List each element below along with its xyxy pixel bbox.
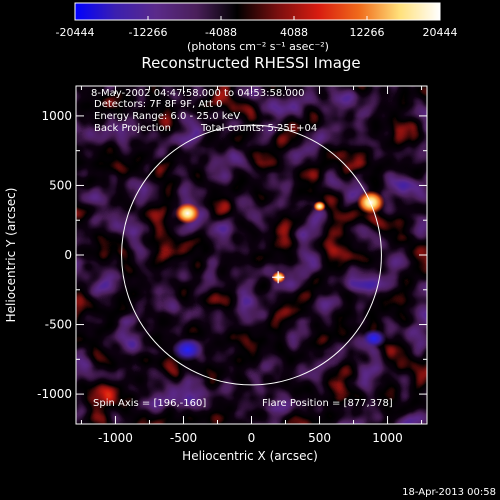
colorbar-tick-label: 4088: [280, 26, 308, 39]
colorbar-tick-label: -12266: [129, 26, 168, 39]
y-tick-label: 500: [49, 178, 72, 192]
colorbar-tick-label: -4088: [205, 26, 237, 39]
dark-source: [361, 328, 387, 349]
colorbar-tick-label: 20444: [423, 26, 458, 39]
bright-source: [174, 202, 201, 224]
colorbar-ticks: -20444 -12266 -4088 4088 12266 20444: [56, 16, 458, 39]
colorbar-tick-label: 12266: [349, 26, 384, 39]
colorbar-scale: [74, 2, 441, 21]
solar-limb-circle: [121, 124, 382, 386]
x-axis-ticks: -1000 -500 0 500 1000: [80, 86, 423, 445]
dark-source: [171, 337, 204, 362]
info-energy-range: Energy Range: 6.0 - 25.0 keV: [94, 111, 240, 122]
x-tick-label: -500: [170, 431, 197, 445]
x-tick-label: 0: [248, 431, 256, 445]
spin-axis-marker: [272, 271, 285, 284]
info-time-range: 8-May-2002 04:47:58.000 to 04:53:58.000: [91, 88, 304, 99]
info-block: 8-May-2002 04:47:58.000 to 04:53:58.000 …: [91, 88, 393, 409]
heatmap-background: [76, 86, 427, 424]
x-tick-label: -1000: [98, 431, 133, 445]
info-total-counts: Total counts: 5.25E+04: [200, 123, 317, 134]
info-spin-axis: Spin Axis = [196,-160]: [93, 398, 206, 409]
bright-source: [313, 200, 326, 212]
x-tick-label: 1000: [372, 431, 403, 445]
info-method: Back Projection: [94, 123, 171, 134]
colorbar-unit-label: (photons cm⁻² s⁻¹ asec⁻²): [187, 40, 329, 53]
x-tick-label: 500: [308, 431, 331, 445]
info-flare-position: Flare Position = [877,378]: [262, 398, 393, 409]
colorbar-tick-label: -20444: [56, 26, 95, 39]
x-axis-label: Heliocentric X (arcsec): [182, 449, 318, 463]
y-axis-label: Heliocentric Y (arcsec): [4, 188, 18, 323]
y-tick-label: -500: [45, 318, 72, 332]
y-axis-ticks: -1000 -500 0 500 1000: [37, 109, 427, 401]
y-tick-label: 0: [64, 248, 72, 262]
y-tick-label: 1000: [41, 109, 72, 123]
colorbar: -20444 -12266 -4088 4088 12266 20444 (photons…: [56, 2, 458, 53]
info-detectors: Detectors: 7F 8F 9F, Att 0: [94, 99, 222, 110]
footer-timestamp: 18-Apr-2013 00:58: [402, 487, 496, 498]
y-tick-label: -1000: [37, 387, 72, 401]
plot-title: Reconstructed RHESSI Image: [141, 54, 360, 72]
heatmap-plot: -1000 -500 0 500 1000 -1000 -500 0 500 1000: [37, 85, 428, 445]
